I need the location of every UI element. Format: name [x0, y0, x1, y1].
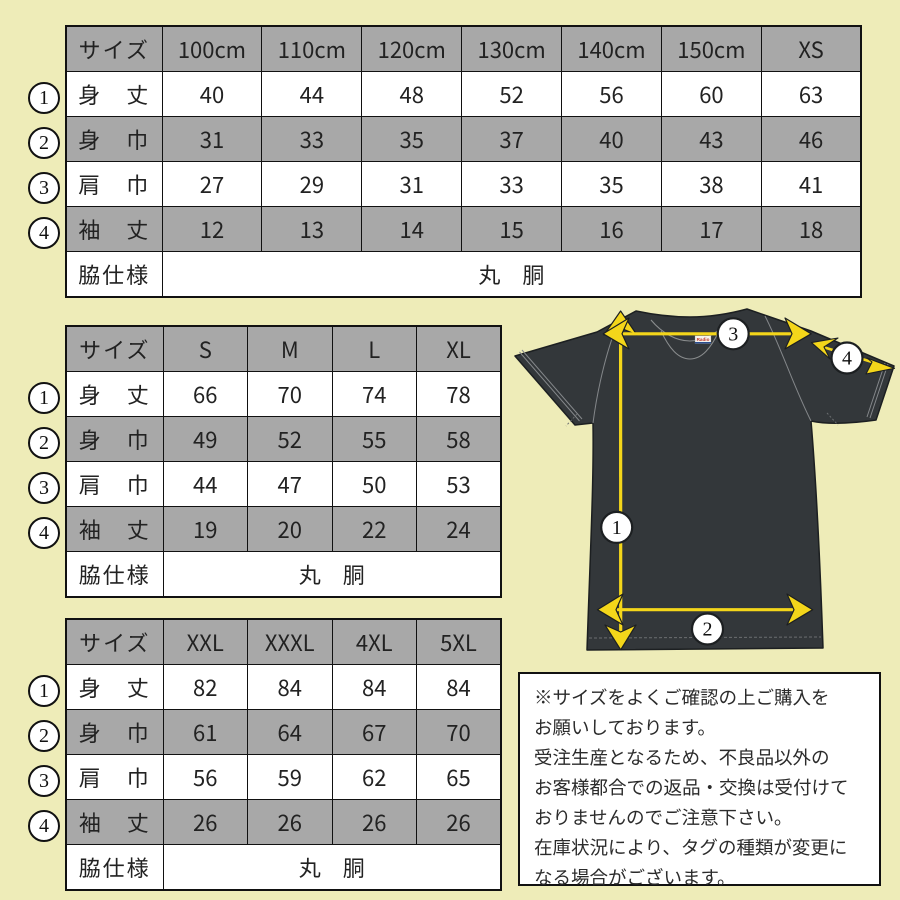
svg-text:2: 2	[703, 619, 713, 641]
svg-text:3: 3	[728, 323, 738, 345]
svg-text:1: 1	[612, 517, 622, 539]
svg-text:Radio: Radio	[697, 337, 710, 342]
svg-text:4: 4	[842, 348, 852, 370]
